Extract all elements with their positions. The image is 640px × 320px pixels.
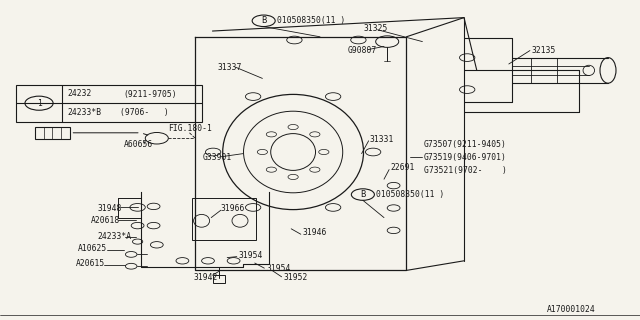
Text: 31942: 31942 (194, 273, 218, 282)
Text: G73521(9702-    ): G73521(9702- ) (424, 166, 506, 175)
Text: (9211-9705): (9211-9705) (123, 90, 177, 99)
Text: 22691: 22691 (390, 164, 415, 172)
Text: 32135: 32135 (531, 46, 556, 55)
Text: (9706-   ): (9706- ) (120, 108, 168, 117)
Text: A60656: A60656 (124, 140, 153, 149)
Text: 31952: 31952 (284, 273, 308, 282)
Text: A20618: A20618 (91, 216, 120, 225)
Text: 24233*A: 24233*A (97, 232, 131, 241)
Text: 1: 1 (36, 99, 42, 108)
Text: G90807: G90807 (348, 46, 377, 55)
Text: 31954: 31954 (239, 251, 263, 260)
Text: 31954: 31954 (266, 264, 291, 273)
Text: 31337: 31337 (218, 63, 242, 72)
Text: G33901: G33901 (202, 153, 232, 162)
Text: FIG.180-1: FIG.180-1 (168, 124, 212, 133)
Text: G73519(9406-9701): G73519(9406-9701) (424, 153, 506, 162)
Text: 31325: 31325 (364, 24, 388, 33)
Bar (16, 85, 202, 122)
Text: 010508350(11 ): 010508350(11 ) (277, 16, 346, 25)
Text: A170001024: A170001024 (547, 305, 596, 314)
Text: G73507(9211-9405): G73507(9211-9405) (424, 140, 506, 149)
Text: B: B (360, 190, 365, 199)
Text: 24233*B: 24233*B (67, 108, 101, 117)
Bar (192, 198, 256, 240)
Text: 31966: 31966 (221, 204, 245, 213)
Text: A10625: A10625 (78, 244, 108, 253)
Text: 31946: 31946 (303, 228, 327, 237)
Text: 24232: 24232 (67, 90, 92, 99)
Text: A20615: A20615 (76, 260, 105, 268)
Text: 31331: 31331 (370, 135, 394, 144)
Text: B: B (261, 16, 266, 25)
Text: 010508350(11 ): 010508350(11 ) (376, 190, 445, 199)
Text: 31948: 31948 (98, 204, 122, 213)
Bar (213, 275, 225, 283)
Bar (35, 127, 70, 139)
